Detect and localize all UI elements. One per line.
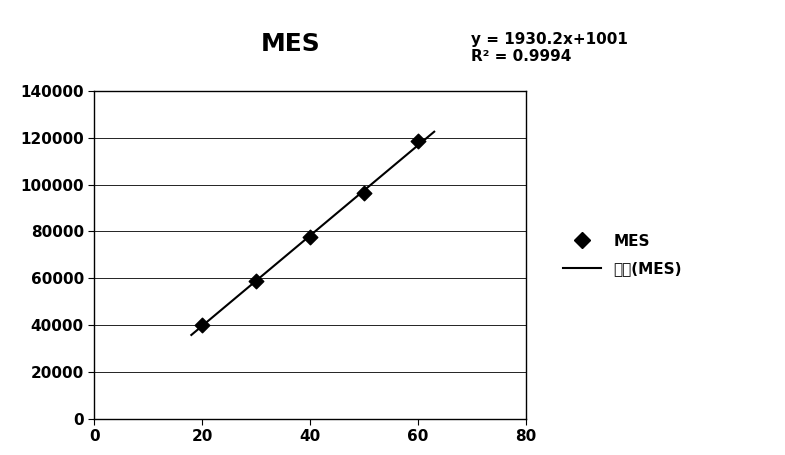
Point	[250, 277, 262, 284]
Point	[196, 321, 209, 329]
Legend: MES, 线性(MES): MES, 线性(MES)	[555, 226, 689, 283]
Point	[304, 233, 316, 241]
Point	[358, 189, 371, 197]
Text: y = 1930.2x+1001
R² = 0.9994: y = 1930.2x+1001 R² = 0.9994	[471, 32, 628, 64]
Text: MES: MES	[261, 32, 320, 56]
Point	[412, 138, 425, 145]
